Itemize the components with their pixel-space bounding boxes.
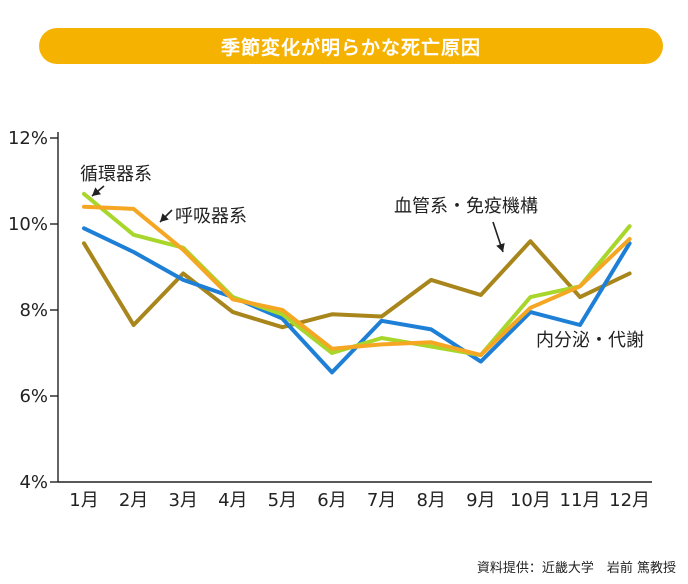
chart-title: 季節変化が明らかな死亡原因 <box>220 36 481 59</box>
x-tick-label: 10月 <box>510 490 551 511</box>
series-line <box>82 239 632 330</box>
x-tick-label: 12月 <box>609 490 650 511</box>
arrowhead-icon <box>92 187 101 196</box>
x-tick-label: 6月 <box>317 490 346 511</box>
x-tick-label: 4月 <box>218 490 247 511</box>
y-tick-label: 6% <box>19 386 48 407</box>
annotation-label: 呼吸器系 <box>175 206 247 227</box>
x-tick-label: 5月 <box>268 490 297 511</box>
y-tick-label: 12% <box>8 128 48 149</box>
y-tick-label: 8% <box>19 300 48 321</box>
arrowhead-icon <box>160 213 169 222</box>
annotation-label: 循環器系 <box>80 164 152 185</box>
x-tick-label: 7月 <box>367 490 396 511</box>
y-tick-label: 10% <box>8 214 48 235</box>
arrowhead-icon <box>496 243 505 252</box>
axes: 4% 6% 8% 10% 12% 1月 2月 3月 4月 5月 6月 7月 8月 9月 10月 11月 12月 <box>8 128 652 511</box>
x-tick-label: 1月 <box>69 490 98 511</box>
x-tick-label: 3月 <box>168 490 197 511</box>
x-tick-label: 8月 <box>416 490 445 511</box>
x-tick-label: 11月 <box>560 490 601 511</box>
x-tick-label: 2月 <box>119 490 148 511</box>
title-banner: 季節変化が明らかな死亡原因 <box>39 28 663 64</box>
series-line <box>82 204 632 358</box>
y-tick-label: 4% <box>19 472 48 493</box>
annotation-label: 血管系・免疫機構 <box>394 196 538 217</box>
source-credit: 資料提供：近畿大学 岩前 篤教授 <box>476 561 676 576</box>
annotation-label: 内分泌・代謝 <box>536 330 644 351</box>
series-lines <box>82 191 632 375</box>
x-tick-label: 9月 <box>466 490 495 511</box>
